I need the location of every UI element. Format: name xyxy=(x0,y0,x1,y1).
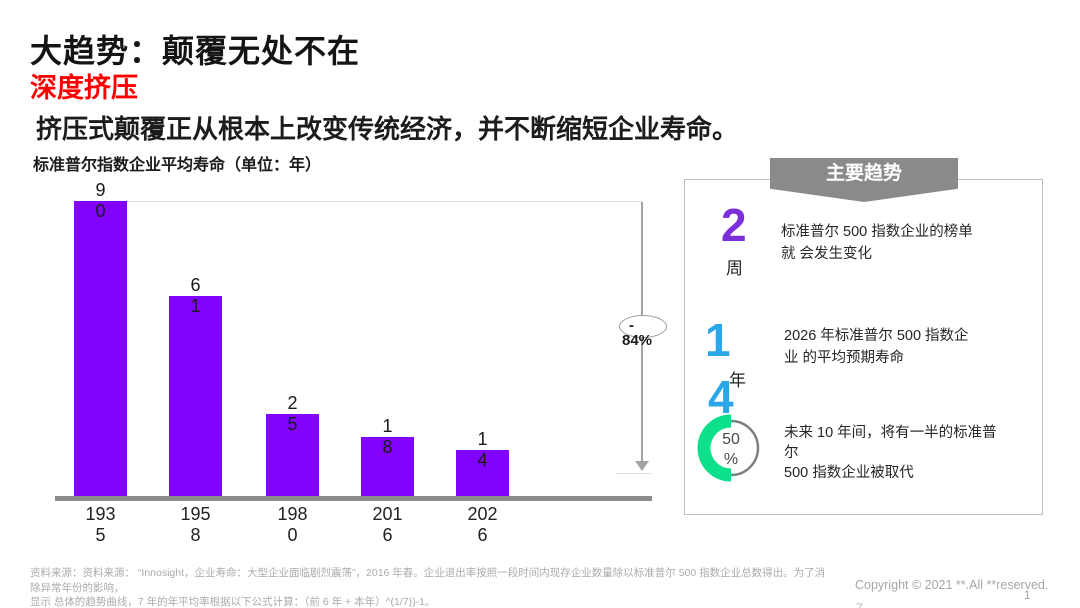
stat-14-years-digit-4: 4 xyxy=(708,371,734,423)
connector-line xyxy=(127,201,642,202)
decline-percent-label: 84% xyxy=(622,332,653,349)
x-tick-2016: 201 6 xyxy=(372,504,403,545)
page-subtitle: 深度挤压 xyxy=(30,73,138,103)
copyright-text: Copyright © 2021 **.All **reserved. xyxy=(855,578,1049,592)
half-replaced-donut-chart xyxy=(697,414,760,482)
x-tick-1958: 195 8 xyxy=(180,504,211,545)
arrow-end-tick xyxy=(616,473,652,474)
stat-unit-year: 年 xyxy=(729,371,746,390)
stat-2-weeks: 2 xyxy=(721,199,747,251)
trend-item-1-text: 标准普尔 500 指数企业的榜单就 会发生变化 xyxy=(781,224,973,262)
callout-minus: - xyxy=(629,317,634,334)
donut-percent-label: 50% xyxy=(722,431,740,468)
decline-callout-oval: - xyxy=(619,315,667,338)
headline: 挤压式颠覆正从根本上改变传统经济，并不断缩短企业寿命。 xyxy=(36,114,739,144)
trend-item-2-text: 2026 年标准普尔 500 指数企业 的平均预期寿命 xyxy=(784,328,969,366)
source-note: 资料来源：资料来源： “Innosight，企业寿命：大型企业面临剧烈震荡”，2… xyxy=(30,567,826,608)
chart-caption: 标准普尔指数企业平均寿命（单位：年） xyxy=(33,157,322,174)
x-tick-1935: 193 5 xyxy=(85,504,116,545)
arrow-down-icon xyxy=(635,461,649,471)
stat-14-years-digit-1: 1 xyxy=(705,314,731,366)
x-tick-2026: 202 6 xyxy=(467,504,498,545)
clipped-glyph: 7 xyxy=(856,601,863,608)
stat-unit-week: 周 xyxy=(726,259,743,278)
trend-item-3-text: 未来 10 年间，将有一半的标准普尔 500 指数企业被取代 xyxy=(784,425,997,481)
x-axis-line xyxy=(55,496,652,501)
page-title: 大趋势：颠覆无处不在 xyxy=(30,33,361,69)
x-tick-1980: 198 0 xyxy=(277,504,308,545)
page-number: 1 xyxy=(1024,590,1031,602)
